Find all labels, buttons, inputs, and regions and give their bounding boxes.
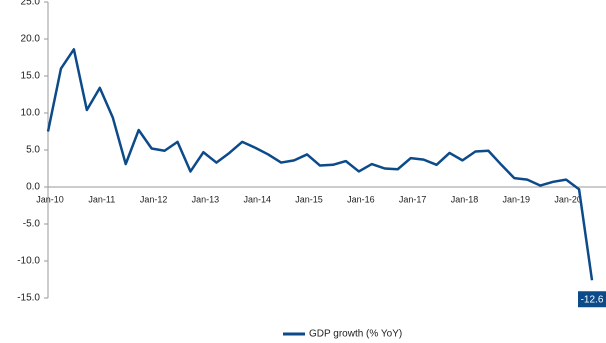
x-tick-label: Jan-18 [451,194,479,204]
x-tick-label: Jan-15 [295,194,323,204]
x-tick-label: Jan-12 [140,194,168,204]
x-tick-label: Jan-11 [88,194,115,204]
data-label: -12.6 [581,294,604,305]
y-tick-label: 15.0 [21,71,41,82]
y-tick-label: -10.0 [17,256,40,267]
x-tick-label: Jan-16 [347,194,375,204]
y-tick-label: -15.0 [17,293,40,304]
legend-label: GDP growth (% YoY) [309,329,402,340]
y-tick-label: 20.0 [21,34,41,45]
y-tick-label: 0.0 [26,182,40,193]
y-tick-label: 10.0 [21,108,41,119]
y-tick-label: 25.0 [21,0,41,8]
x-tick-label: Jan-19 [503,194,531,204]
x-tick-label: Jan-20 [554,194,582,204]
y-tick-label: -5.0 [23,219,41,230]
line [46,48,594,281]
x-tick-label: Jan-13 [192,194,220,204]
data-label-box [578,291,606,308]
x-tick-label: Jan-14 [243,194,271,204]
x-tick-label: Jan-17 [399,194,427,204]
y-tick-label: 5.0 [26,145,40,156]
x-tick-label: Jan-10 [36,194,64,204]
